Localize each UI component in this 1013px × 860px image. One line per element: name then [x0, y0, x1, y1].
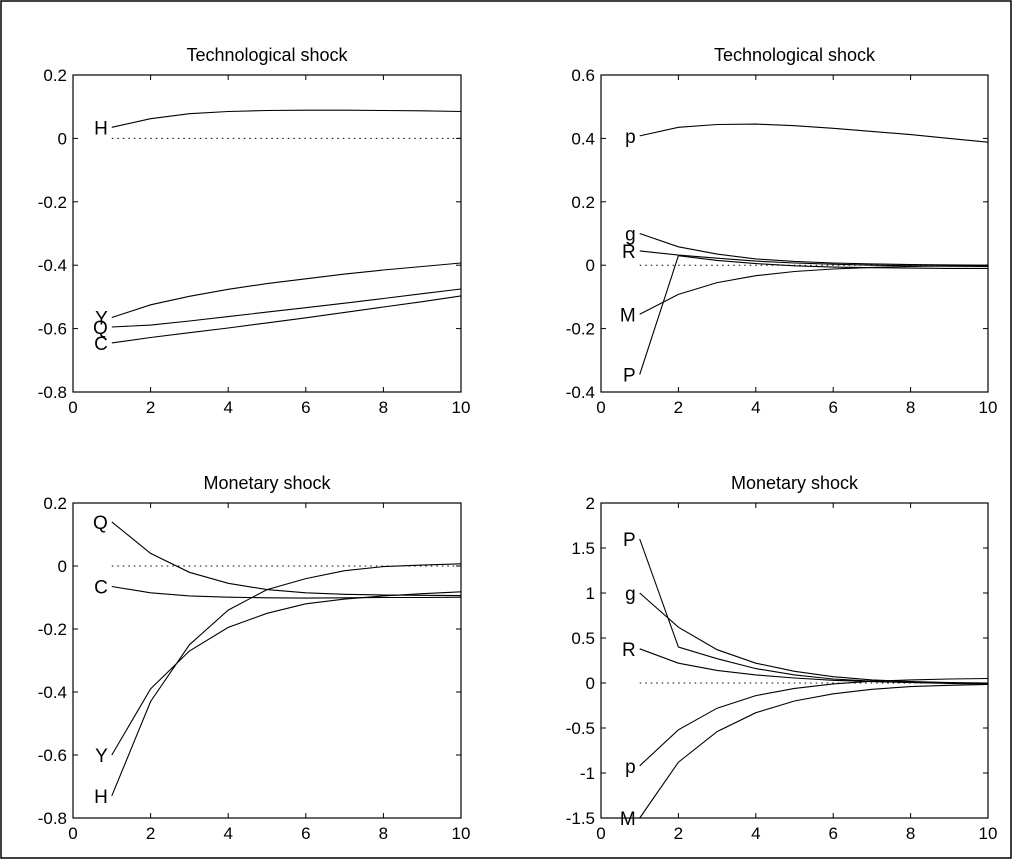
axes-box: [72, 74, 462, 393]
x-tick-label: 6: [301, 824, 310, 843]
y-tick-label: 0.2: [43, 66, 67, 85]
series-label-C: C: [94, 334, 108, 355]
y-tick-label: -0.6: [38, 320, 67, 339]
panel-monetary-right: Monetary shock 0 2 4 6 8 10 -1.5 -1 -0.5 0 0.5 1 1.5 2…: [566, 473, 998, 843]
series-label-g: g: [625, 584, 636, 605]
series-label-C: C: [94, 577, 108, 598]
y-tick-label: 0: [58, 129, 67, 148]
series-line-p: [639, 123, 989, 143]
y-tick-label: -0.2: [38, 620, 67, 639]
x-tick-label: 4: [223, 824, 232, 843]
chart-title: Monetary shock: [731, 473, 859, 493]
series-label-P: P: [623, 530, 636, 551]
x-tick-label: 6: [828, 824, 837, 843]
series-label-R: R: [622, 640, 636, 661]
series-label-M: M: [620, 305, 636, 326]
series-label-p: p: [625, 757, 636, 778]
x-tick-label: 6: [828, 398, 837, 417]
x-tick-label: 8: [379, 824, 388, 843]
y-tick-label: 0.2: [43, 494, 67, 513]
panel-tech-left: Technological shock 0 2 4 6 8 10 -0.8 -0.6 -0.4 -0…: [38, 45, 471, 417]
series-line-M: [639, 264, 989, 315]
series-line-Y: [111, 262, 462, 319]
series-line-p: [639, 677, 989, 767]
x-tick-label: 0: [68, 824, 77, 843]
series-label-Q: Q: [93, 513, 108, 534]
x-tick-label: 10: [452, 398, 471, 417]
series-label-H: H: [94, 787, 108, 808]
series-label-Y: Y: [95, 309, 108, 330]
panel-monetary-left: Monetary shock 0 2 4 6 8 10 -0.8 -0.6 -0.4 -0.2 0 0.…: [38, 473, 471, 843]
y-tick-label: -0.2: [38, 193, 67, 212]
x-tick-label: 4: [751, 824, 760, 843]
x-tick-label: 2: [146, 398, 155, 417]
series-label-H: H: [94, 118, 108, 139]
y-tick-label: 0: [586, 674, 595, 693]
y-tick-label: 0.4: [571, 129, 595, 148]
series-line-C: [111, 585, 462, 599]
chart-title: Technological shock: [714, 45, 876, 65]
y-tick-label: 1: [586, 584, 595, 603]
y-tick-label: -0.6: [38, 746, 67, 765]
axes-box: [72, 502, 462, 819]
series-line-R: [639, 648, 989, 684]
series-line-P: [639, 255, 988, 375]
series-label-Y: Y: [95, 746, 108, 767]
x-tick-label: 0: [68, 398, 77, 417]
y-tick-label: 0.6: [571, 66, 595, 85]
chart-title: Monetary shock: [203, 473, 331, 493]
x-tick-label: 8: [379, 398, 388, 417]
x-tick-label: 10: [979, 824, 998, 843]
y-tick-label: -0.4: [38, 256, 67, 275]
chart-title: Technological shock: [186, 45, 348, 65]
y-tick-label: -0.5: [566, 719, 595, 738]
x-tick-label: 8: [906, 824, 915, 843]
series-label-Q: Q: [93, 318, 108, 339]
x-tick-label: 2: [146, 824, 155, 843]
series-line-H: [111, 563, 462, 797]
y-tick-label: 0: [58, 557, 67, 576]
series-line-g: [639, 592, 989, 684]
y-tick-label: -0.4: [566, 383, 595, 402]
y-tick-label: -0.2: [566, 320, 595, 339]
x-tick-label: 4: [223, 398, 232, 417]
series-line-C: [111, 295, 462, 344]
y-tick-label: -0.8: [38, 383, 67, 402]
y-tick-label: 2: [586, 494, 595, 513]
y-tick-label: -0.4: [38, 683, 67, 702]
series-label-R: R: [622, 242, 636, 263]
series-label-P: P: [623, 366, 636, 387]
series-label-g: g: [625, 225, 636, 246]
x-tick-label: 2: [674, 398, 683, 417]
y-tick-label: -1.5: [566, 809, 595, 828]
axes-box: [600, 74, 989, 393]
x-tick-label: 2: [674, 824, 683, 843]
x-tick-label: 6: [301, 398, 310, 417]
y-tick-label: 0: [586, 256, 595, 275]
series-label-M: M: [620, 809, 636, 830]
series-line-Y: [111, 591, 462, 756]
series-line-H: [111, 109, 462, 128]
x-tick-label: 10: [979, 398, 998, 417]
series-label-p: p: [625, 127, 636, 148]
x-tick-label: 8: [906, 398, 915, 417]
y-tick-label: -1: [580, 764, 595, 783]
y-tick-label: 1.5: [571, 539, 595, 558]
y-tick-label: 0.5: [571, 629, 595, 648]
x-tick-label: 0: [596, 824, 605, 843]
x-tick-label: 4: [751, 398, 760, 417]
axes-box: [600, 502, 989, 819]
panel-tech-right: Technological shock 0 2 4 6 8 10 -0.4 -0.2 0 0.2 0.…: [566, 45, 998, 417]
x-tick-label: 10: [452, 824, 471, 843]
series-line-Q: [111, 288, 462, 328]
series-line-M: [639, 683, 989, 819]
x-tick-label: 0: [596, 398, 605, 417]
y-tick-label: -0.8: [38, 809, 67, 828]
y-tick-label: 0.2: [571, 193, 595, 212]
series-line-g: [639, 232, 989, 266]
